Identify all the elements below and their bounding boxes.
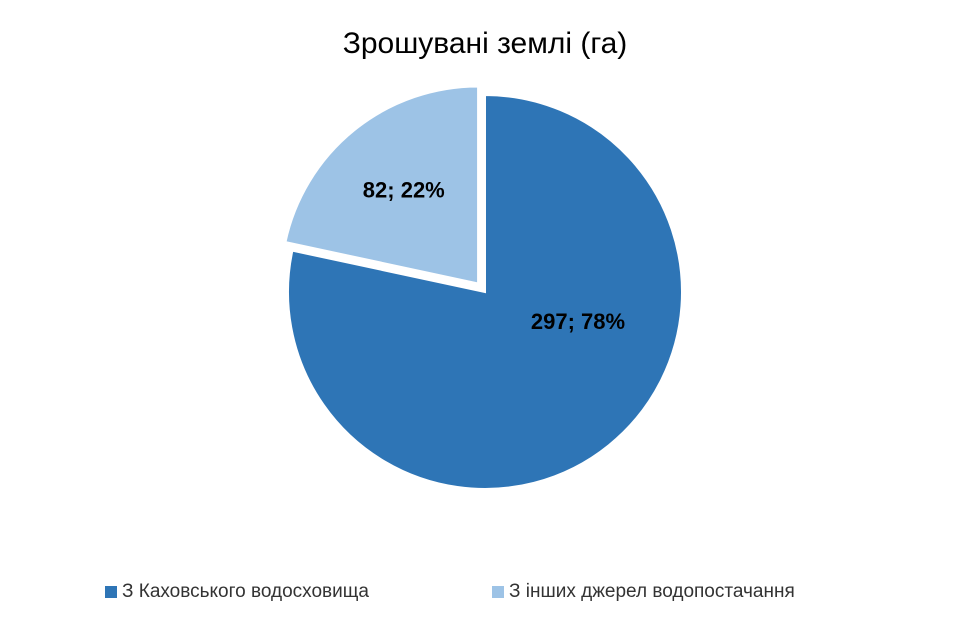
legend-swatch	[105, 586, 117, 598]
legend-label: З Каховського водосховища	[122, 581, 369, 602]
data-label: 297; 78%	[531, 309, 625, 334]
legend-swatch	[492, 586, 504, 598]
legend-label: З інших джерел водопостачання	[509, 581, 795, 602]
data-label: 82; 22%	[363, 177, 445, 202]
pie-slice	[287, 93, 683, 490]
chart-title: Зрошувані землі (га)	[343, 27, 628, 60]
pie-slice	[284, 85, 480, 285]
